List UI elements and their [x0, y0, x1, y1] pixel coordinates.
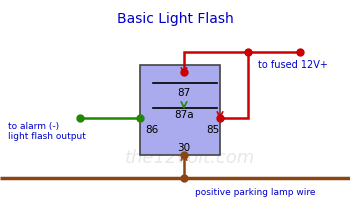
Text: 87: 87: [177, 88, 191, 98]
Text: to alarm (-)
light flash output: to alarm (-) light flash output: [8, 122, 86, 141]
Bar: [140, 65, 220, 155]
Text: the12volt.com: the12volt.com: [125, 149, 255, 167]
Text: positive parking lamp wire: positive parking lamp wire: [195, 188, 315, 197]
Text: 87a: 87a: [174, 110, 194, 120]
Text: 85: 85: [206, 125, 220, 135]
Text: 86: 86: [145, 125, 159, 135]
Text: Basic Light Flash: Basic Light Flash: [117, 12, 233, 26]
Text: 30: 30: [177, 143, 190, 153]
Text: to fused 12V+: to fused 12V+: [258, 60, 328, 70]
